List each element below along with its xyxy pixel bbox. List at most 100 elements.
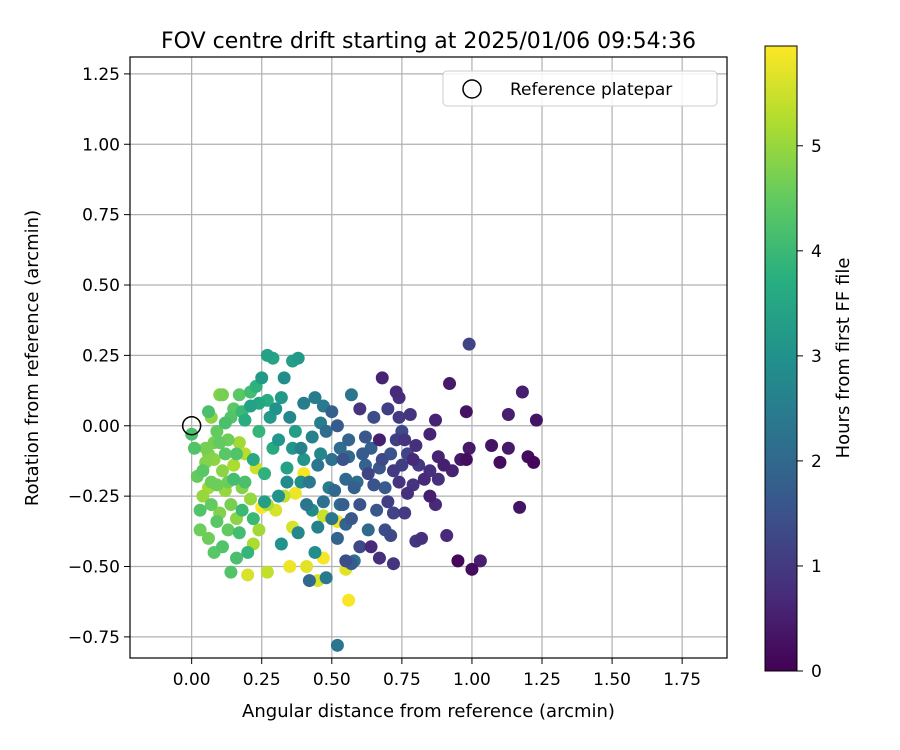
- data-point: [241, 568, 255, 582]
- x-tick-label: 1.25: [523, 670, 561, 690]
- data-point: [325, 405, 339, 419]
- data-point: [429, 413, 443, 427]
- data-point: [302, 475, 316, 489]
- data-point: [272, 489, 286, 503]
- data-point: [400, 486, 414, 500]
- data-point: [462, 337, 476, 351]
- x-tick-label: 1.50: [593, 670, 631, 690]
- data-point: [305, 430, 319, 444]
- data-point: [361, 523, 375, 537]
- y-axis-ticks: 1.25 1.00 0.75 0.50 0.25 0.00 −0.25 −0.50 −0.75: [68, 65, 130, 648]
- data-point: [297, 453, 311, 467]
- data-point: [319, 424, 333, 438]
- data-point: [258, 467, 272, 481]
- data-point: [280, 461, 294, 475]
- reference-platepar-marker: [181, 416, 202, 436]
- data-point: [381, 495, 395, 509]
- data-point: [398, 506, 412, 520]
- data-point: [210, 514, 224, 528]
- data-point: [314, 447, 328, 461]
- data-point: [204, 498, 218, 512]
- data-point: [513, 500, 527, 514]
- data-point: [246, 512, 260, 526]
- data-point: [325, 512, 339, 526]
- data-point: [361, 467, 375, 481]
- data-point: [201, 531, 215, 545]
- data-point: [232, 436, 246, 450]
- colorbar-gradient: [764, 45, 798, 672]
- data-point: [288, 424, 302, 438]
- data-point: [465, 562, 479, 576]
- data-point: [311, 458, 325, 472]
- data-point: [372, 433, 386, 447]
- data-point: [375, 453, 389, 467]
- data-point: [386, 464, 400, 478]
- data-point: [515, 385, 529, 399]
- x-tick-label: 0.75: [383, 670, 421, 690]
- data-point: [215, 388, 229, 402]
- data-point: [260, 565, 274, 579]
- data-point: [409, 438, 423, 452]
- data-point: [325, 453, 339, 467]
- x-tick-label: 0.50: [313, 670, 351, 690]
- data-point: [311, 520, 325, 534]
- data-point: [462, 441, 476, 455]
- data-point: [221, 523, 235, 537]
- data-point: [213, 436, 227, 450]
- data-point: [316, 495, 330, 509]
- x-tick-label: 1.75: [663, 670, 701, 690]
- y-tick-label: −0.25: [68, 487, 120, 507]
- data-point: [381, 402, 395, 416]
- x-axis-ticks: 0.00 0.25 0.50 0.75 1.00 1.25 1.50 1.75: [173, 658, 701, 690]
- data-point: [302, 574, 316, 588]
- data-point: [215, 464, 229, 478]
- colorbar-tick-label: 2: [811, 452, 822, 472]
- data-point: [386, 557, 400, 571]
- data-point: [187, 441, 201, 455]
- colorbar-ticks: 0 1 2 3 4 5: [797, 137, 822, 682]
- data-point: [392, 475, 406, 489]
- data-point: [353, 540, 367, 554]
- data-point: [238, 475, 252, 489]
- data-point: [417, 472, 431, 486]
- data-point: [356, 447, 370, 461]
- data-point: [300, 498, 314, 512]
- data-point: [297, 396, 311, 410]
- data-point: [501, 408, 515, 422]
- data-point: [527, 455, 541, 469]
- data-point: [431, 472, 445, 486]
- data-point: [423, 427, 437, 441]
- data-points: [185, 337, 543, 652]
- data-point: [319, 571, 333, 585]
- data-point: [232, 526, 246, 540]
- data-point: [238, 413, 252, 427]
- data-point: [274, 391, 288, 405]
- data-point: [330, 419, 344, 433]
- data-point: [224, 498, 238, 512]
- y-tick-label: −0.75: [68, 628, 120, 648]
- data-point: [218, 447, 232, 461]
- data-point: [201, 405, 215, 419]
- y-axis-label: Rotation from reference (arcmin): [22, 210, 43, 506]
- data-point: [459, 453, 473, 467]
- x-tick-label: 1.00: [453, 670, 491, 690]
- data-point: [423, 489, 437, 503]
- data-point: [291, 351, 305, 365]
- data-point: [392, 410, 406, 424]
- colorbar: 0 1 2 3 4 5 Hours from first FF file: [764, 45, 854, 682]
- data-point: [196, 464, 210, 478]
- data-point: [227, 472, 241, 486]
- data-point: [255, 371, 269, 385]
- data-point: [193, 523, 207, 537]
- data-point: [370, 503, 384, 517]
- data-point: [330, 531, 344, 545]
- colorbar-tick-label: 4: [811, 242, 822, 262]
- data-point: [260, 348, 274, 362]
- colorbar-tick-label: 0: [811, 662, 822, 682]
- data-point: [241, 545, 255, 559]
- data-point: [384, 529, 398, 543]
- data-point: [294, 441, 308, 455]
- data-point: [493, 455, 507, 469]
- data-point: [252, 523, 266, 537]
